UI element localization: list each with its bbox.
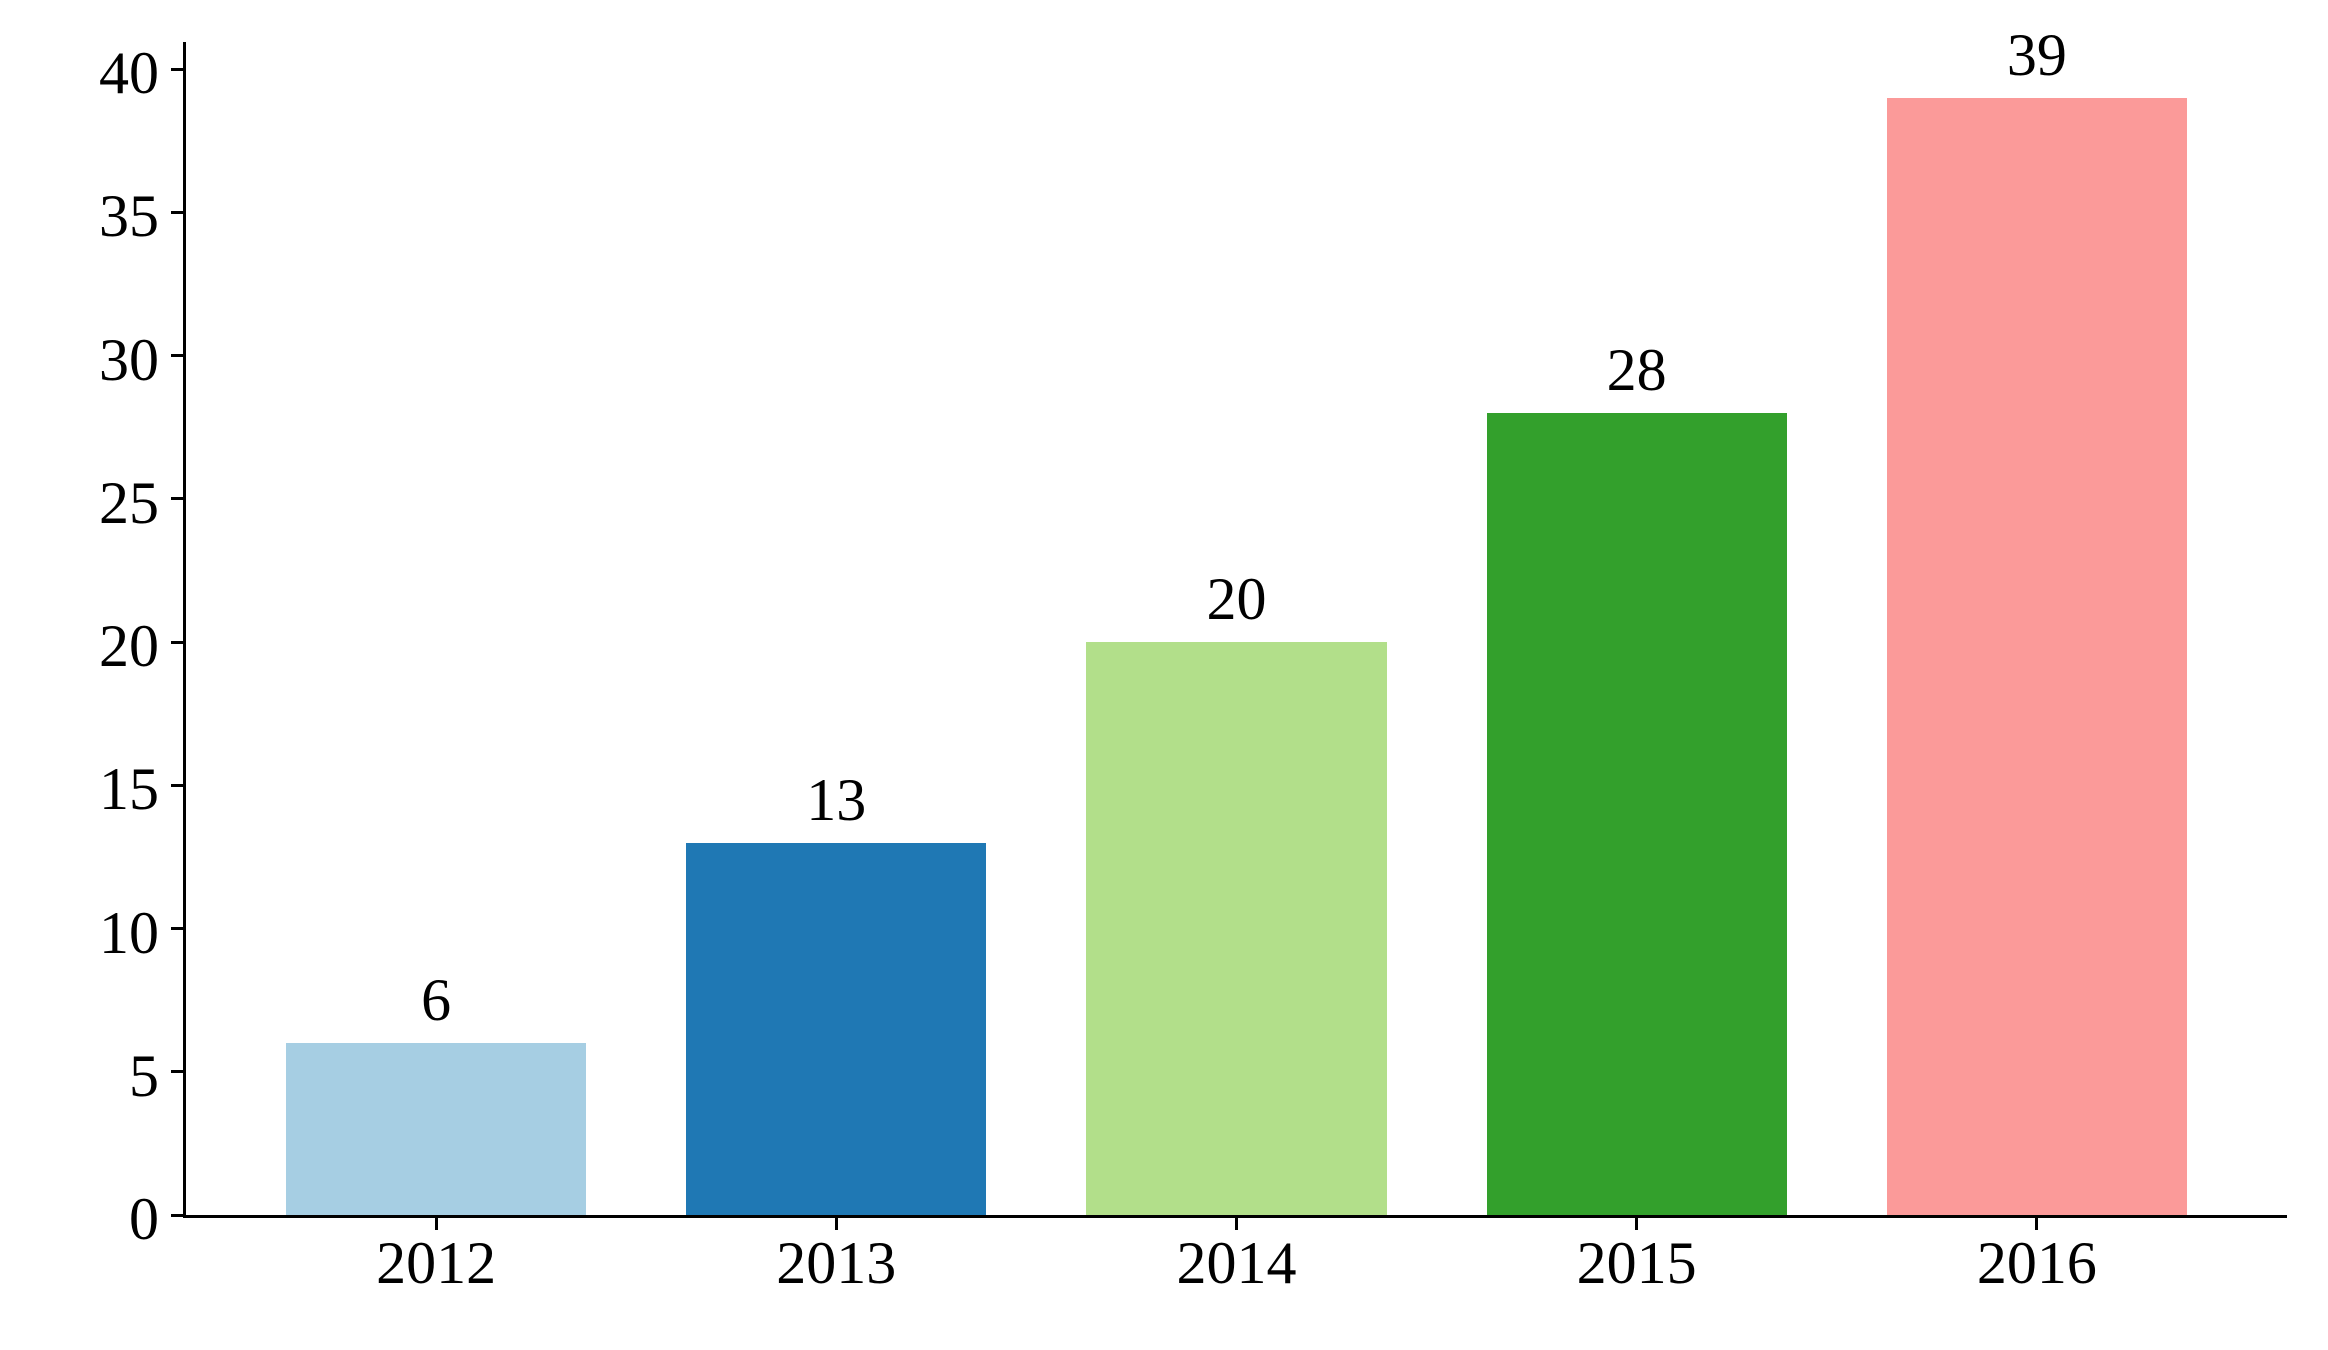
- y-tick-label: 40: [99, 40, 159, 107]
- y-tick-mark: [171, 1070, 183, 1074]
- x-tick-mark: [1235, 1218, 1238, 1230]
- x-tick-mark: [834, 1218, 838, 1230]
- y-tick-label: 10: [99, 899, 159, 966]
- y-tick-label: 25: [99, 469, 159, 536]
- y-tick-mark: [171, 1213, 183, 1217]
- bar-2013: [686, 842, 987, 1215]
- bar-value-label: 20: [1206, 566, 1267, 633]
- x-tick-mark: [434, 1218, 438, 1230]
- x-tick-label: 2012: [376, 1230, 497, 1296]
- bar-2016: [1886, 97, 2187, 1215]
- x-tick-label: 2015: [1576, 1230, 1697, 1296]
- bar-value-label: 28: [1606, 336, 1667, 403]
- y-tick-mark: [171, 354, 183, 358]
- x-tick-label: 2014: [1176, 1230, 1297, 1296]
- y-tick-label: 35: [99, 183, 159, 250]
- bar-value-label: 13: [806, 766, 867, 833]
- y-tick-mark: [171, 497, 183, 501]
- bar-2014: [1086, 642, 1387, 1215]
- y-tick-mark: [171, 783, 183, 787]
- y-tick-mark: [171, 210, 183, 214]
- x-tick-label: 2016: [1976, 1230, 2097, 1296]
- x-tick-label: 2013: [776, 1230, 897, 1296]
- y-tick-mark: [171, 640, 183, 644]
- y-tick-label: 15: [99, 756, 159, 823]
- y-axis-spine: [183, 42, 186, 1218]
- y-tick-mark: [171, 927, 183, 931]
- y-tick-label: 5: [129, 1042, 159, 1109]
- bar-2015: [1486, 412, 1787, 1215]
- x-tick-mark: [1635, 1218, 1639, 1230]
- y-tick-label: 0: [129, 1186, 159, 1252]
- bar-2012: [286, 1043, 587, 1215]
- y-tick-mark: [171, 67, 183, 71]
- bar-value-label: 39: [2006, 21, 2067, 88]
- x-tick-mark: [2035, 1218, 2039, 1230]
- x-axis-spine: [183, 1215, 2287, 1218]
- bar-value-label: 6: [421, 967, 452, 1034]
- y-tick-label: 30: [99, 326, 159, 393]
- y-tick-label: 20: [99, 613, 159, 680]
